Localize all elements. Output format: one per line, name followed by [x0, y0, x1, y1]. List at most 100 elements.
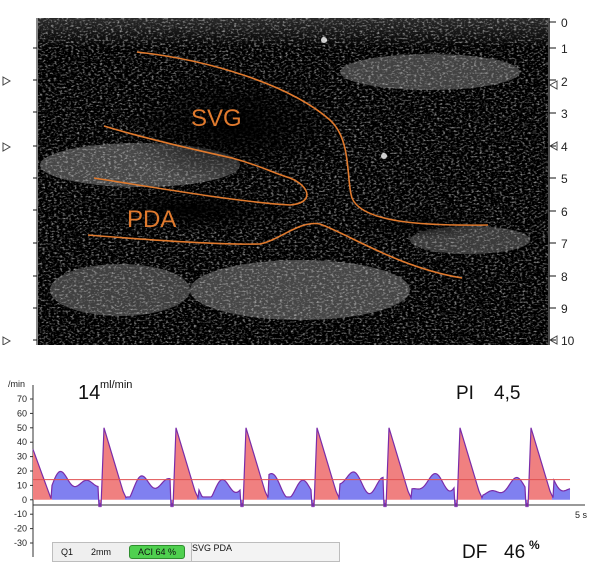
diastolic-fill [60, 471, 61, 500]
diastolic-fill [307, 483, 308, 500]
diastolic-fill [494, 490, 495, 500]
diastolic-fill [73, 485, 74, 500]
diastolic-fill [436, 473, 437, 500]
systolic-fill [190, 474, 191, 500]
diastolic-fill [223, 479, 224, 500]
systolic-fill [40, 468, 41, 500]
systolic-fill [467, 451, 468, 500]
systolic-fill [182, 447, 183, 500]
diastolic-fill [140, 476, 141, 500]
systolic-fill [460, 427, 461, 500]
diastolic-fill [522, 482, 523, 500]
diastolic-fill [357, 474, 358, 500]
diastolic-fill [376, 484, 377, 500]
diastolic-fill [70, 482, 71, 500]
diastolic-fill [435, 473, 436, 500]
diastolic-fill [511, 480, 512, 500]
depth-label: 2 [561, 75, 568, 89]
diastolic-fill [135, 482, 136, 500]
focus-marker-right-icon [548, 141, 558, 151]
diastolic-fill [159, 485, 160, 500]
diastolic-fill [564, 490, 565, 500]
diastolic-fill [221, 479, 222, 500]
diastolic-fill [164, 480, 165, 500]
systolic-fill [473, 471, 474, 500]
vessel-outlines [87, 51, 489, 279]
systolic-fill [104, 427, 105, 500]
diastolic-fill [512, 479, 513, 500]
diastolic-fill [560, 489, 561, 500]
diastolic-fill [81, 482, 82, 500]
systolic-fill [544, 471, 545, 500]
systolic-fill [332, 477, 333, 500]
diastolic-fill [499, 492, 500, 500]
diastolic-fill [272, 473, 273, 500]
diastolic-fill [375, 486, 376, 500]
systolic-fill [399, 461, 400, 500]
diastolic-fill [489, 491, 490, 500]
systolic-fill [319, 434, 320, 500]
diastolic-fill [238, 491, 239, 500]
diastolic-fill [79, 483, 80, 500]
df-value: 46 [504, 542, 525, 563]
diastolic-fill [507, 486, 508, 500]
aci-badge[interactable]: ACI 64 % [129, 545, 186, 559]
depth-label: 8 [561, 270, 568, 284]
systolic-fill [115, 464, 116, 500]
depth-label: 0 [561, 16, 568, 30]
diastolic-fill [373, 489, 374, 500]
diastolic-fill [430, 476, 431, 500]
systolic-fill [333, 481, 334, 500]
diastolic-fill [219, 480, 220, 500]
y-tick-label: 0 [22, 495, 27, 505]
systolic-fill [532, 431, 533, 500]
diastolic-fill [274, 474, 275, 500]
systolic-fill [546, 477, 547, 500]
diastolic-fill [234, 491, 235, 500]
diastolic-fill [351, 472, 352, 500]
diastolic-fill [503, 491, 504, 500]
diastolic-fill [286, 496, 287, 500]
diastolic-fill [66, 476, 67, 500]
diastolic-fill [505, 489, 506, 500]
systolic-fill [329, 467, 330, 500]
diastolic-fill [438, 474, 439, 500]
diastolic-fill [147, 480, 148, 500]
vessel-name-field[interactable]: SVG PDA [191, 543, 339, 561]
diastolic-fill [497, 491, 498, 500]
diastolic-fill [139, 476, 140, 500]
diastolic-fill [345, 478, 346, 500]
systolic-fill [318, 431, 319, 500]
diastolic-fill [515, 477, 516, 500]
diastolic-fill [222, 479, 223, 500]
diastolic-fill [416, 488, 417, 500]
diastolic-fill [84, 480, 85, 500]
diastolic-fill [208, 496, 209, 500]
diastolic-fill [343, 481, 344, 500]
diastolic-fill [344, 479, 345, 500]
diastolic-fill [65, 475, 66, 500]
depth-label: 4 [561, 140, 568, 154]
y-tick-label: -30 [14, 538, 27, 548]
diastolic-fill [309, 486, 310, 500]
systolic-fill [117, 471, 118, 500]
diastolic-fill [562, 490, 563, 500]
systolic-fill [393, 441, 394, 500]
systolic-fill [462, 434, 463, 500]
diastolic-fill [57, 472, 58, 500]
systolic-fill [185, 457, 186, 500]
systolic-fill [471, 464, 472, 500]
diastolic-fill [440, 477, 441, 500]
diastolic-fill [280, 485, 281, 500]
focus-marker-left-icon [2, 142, 12, 152]
diastolic-fill [414, 488, 415, 500]
systolic-fill [259, 471, 260, 500]
diastolic-fill [93, 483, 94, 500]
diastolic-fill [168, 478, 169, 500]
diastolic-fill [149, 483, 150, 500]
diastolic-fill [163, 481, 164, 500]
systolic-fill [181, 444, 182, 500]
diastolic-fill [558, 487, 559, 500]
diastolic-fill [413, 488, 414, 500]
diastolic-fill [279, 482, 280, 500]
